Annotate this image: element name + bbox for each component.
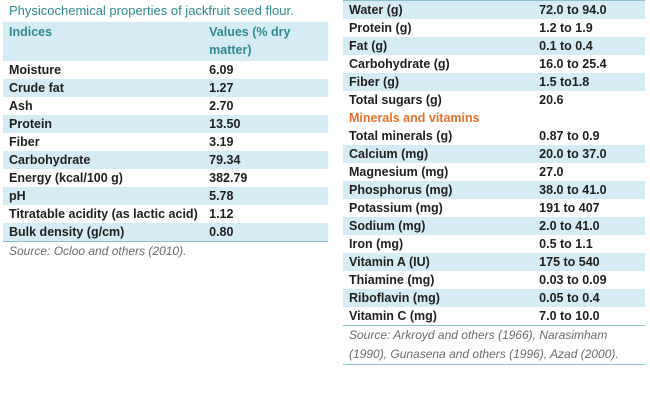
table-row: Total sugars (g) 20.6 xyxy=(343,91,645,109)
table-row: Fiber (g) 1.5 to1.8 xyxy=(343,73,645,91)
table-row: Crude fat 1.27 xyxy=(3,79,328,97)
row-value: 382.79 xyxy=(209,171,248,185)
row-label: Energy (kcal/100 g) xyxy=(9,171,123,185)
table-row: Moisture 6.09 xyxy=(3,61,328,79)
row-label: Vitamin C (mg) xyxy=(349,309,437,323)
row-value: 1.12 xyxy=(209,207,234,221)
row-value: 6.09 xyxy=(209,63,234,77)
table-row: Energy (kcal/100 g) 382.79 xyxy=(3,169,328,187)
row-label: Vitamin A (IU) xyxy=(349,255,430,269)
minerals-vitamins-section: Minerals and vitamins xyxy=(343,109,645,127)
row-value: 7.0 to 10.0 xyxy=(539,309,600,323)
row-label: Calcium (mg) xyxy=(349,147,429,161)
right-table-source: Source: Arkroyd and others (1966), Naras… xyxy=(343,325,645,365)
table-row: Calcium (mg) 20.0 to 37.0 xyxy=(343,145,645,163)
right-table-body-bottom: Total minerals (g) 0.87 to 0.9 Calcium (m… xyxy=(343,127,645,325)
table-row: Fat (g) 0.1 to 0.4 xyxy=(343,37,645,55)
row-value: 0.5 to 1.1 xyxy=(539,237,593,251)
table-row: Bulk density (g/cm) 0.80 xyxy=(3,223,328,241)
row-label: Water (g) xyxy=(349,3,403,17)
row-value: 79.34 xyxy=(209,153,241,167)
row-value: 1.5 to1.8 xyxy=(539,75,590,89)
row-label: Total minerals (g) xyxy=(349,129,453,143)
table-row: Carbohydrate (g) 16.0 to 25.4 xyxy=(343,55,645,73)
row-value: 2.70 xyxy=(209,99,234,113)
table-row: Titratable acidity (as lactic acid) 1.12 xyxy=(3,205,328,223)
table-row: Potassium (mg) 191 to 407 xyxy=(343,199,645,217)
table-row: Protein 13.50 xyxy=(3,115,328,133)
row-label: Total sugars (g) xyxy=(349,93,442,107)
row-value: 16.0 to 25.4 xyxy=(539,57,607,71)
table-row: Carbohydrate 79.34 xyxy=(3,151,328,169)
table-row: Sodium (mg) 2.0 to 41.0 xyxy=(343,217,645,235)
row-value: 20.0 to 37.0 xyxy=(539,147,607,161)
right-table-body-top: Water (g) 72.0 to 94.0 Protein (g) 1.2 to 1… xyxy=(343,0,645,109)
table-row: Fiber 3.19 xyxy=(3,133,328,151)
row-label: pH xyxy=(9,189,26,203)
row-label: Bulk density (g/cm) xyxy=(9,225,125,239)
row-value: 1.27 xyxy=(209,81,234,95)
row-label: Fiber xyxy=(9,135,40,149)
row-value: 5.78 xyxy=(209,189,234,203)
table-row: Phosphorus (mg) 38.0 to 41.0 xyxy=(343,181,645,199)
row-value: 38.0 to 41.0 xyxy=(539,183,607,197)
left-table-title: Physicochemical properties of jackfruit … xyxy=(3,0,328,22)
left-table-body: Moisture 6.09 Crude fat 1.27 Ash 2.70 Protein 1… xyxy=(3,61,328,241)
row-label: Moisture xyxy=(9,63,62,77)
row-value: 0.03 to 0.09 xyxy=(539,273,607,287)
table-row: Ash 2.70 xyxy=(3,97,328,115)
row-label: Sodium (mg) xyxy=(349,219,426,233)
table-row: Thiamine (mg) 0.03 to 0.09 xyxy=(343,271,645,289)
row-value: 20.6 xyxy=(539,93,564,107)
table-row: Vitamin C (mg) 7.0 to 10.0 xyxy=(343,307,645,325)
row-value: 0.87 to 0.9 xyxy=(539,129,600,143)
table-row: Iron (mg) 0.5 to 1.1 xyxy=(343,235,645,253)
left-table-source: Source: Ocloo and others (2010). xyxy=(3,241,328,261)
nutrient-composition-table: Water (g) 72.0 to 94.0 Protein (g) 1.2 to 1… xyxy=(343,0,645,365)
row-label: Phosphorus (mg) xyxy=(349,183,453,197)
row-label: Protein (g) xyxy=(349,21,412,35)
row-value: 72.0 to 94.0 xyxy=(539,3,607,17)
row-label: Riboflavin (mg) xyxy=(349,291,440,305)
table-row: Total minerals (g) 0.87 to 0.9 xyxy=(343,127,645,145)
left-table-header: Indices Values (% dry matter) xyxy=(3,22,328,61)
row-label: Carbohydrate xyxy=(9,153,91,167)
row-label: Potassium (mg) xyxy=(349,201,443,215)
header-values: Values (% dry matter) xyxy=(209,25,291,57)
row-label: Iron (mg) xyxy=(349,237,404,251)
table-row: pH 5.78 xyxy=(3,187,328,205)
row-label: Ash xyxy=(9,99,33,113)
row-label: Thiamine (mg) xyxy=(349,273,435,287)
row-label: Protein xyxy=(9,117,53,131)
jackfruit-seed-flour-table: Physicochemical properties of jackfruit … xyxy=(3,0,328,261)
row-label: Titratable acidity (as lactic acid) xyxy=(9,207,198,221)
row-label: Fat (g) xyxy=(349,39,388,53)
row-value: 3.19 xyxy=(209,135,234,149)
table-row: Riboflavin (mg) 0.05 to 0.4 xyxy=(343,289,645,307)
row-value: 191 to 407 xyxy=(539,201,600,215)
row-value: 0.1 to 0.4 xyxy=(539,39,593,53)
row-label: Fiber (g) xyxy=(349,75,399,89)
row-value: 2.0 to 41.0 xyxy=(539,219,600,233)
row-value: 1.2 to 1.9 xyxy=(539,21,593,35)
table-row: Protein (g) 1.2 to 1.9 xyxy=(343,19,645,37)
row-label: Magnesium (mg) xyxy=(349,165,449,179)
table-row: Magnesium (mg) 27.0 xyxy=(343,163,645,181)
row-value: 27.0 xyxy=(539,165,564,179)
table-row: Water (g) 72.0 to 94.0 xyxy=(343,1,645,19)
row-value: 13.50 xyxy=(209,117,241,131)
header-indices: Indices xyxy=(9,25,53,39)
row-value: 0.05 to 0.4 xyxy=(539,291,600,305)
row-value: 0.80 xyxy=(209,225,234,239)
row-value: 175 to 540 xyxy=(539,255,600,269)
table-row: Vitamin A (IU) 175 to 540 xyxy=(343,253,645,271)
row-label: Carbohydrate (g) xyxy=(349,57,450,71)
row-label: Crude fat xyxy=(9,81,64,95)
